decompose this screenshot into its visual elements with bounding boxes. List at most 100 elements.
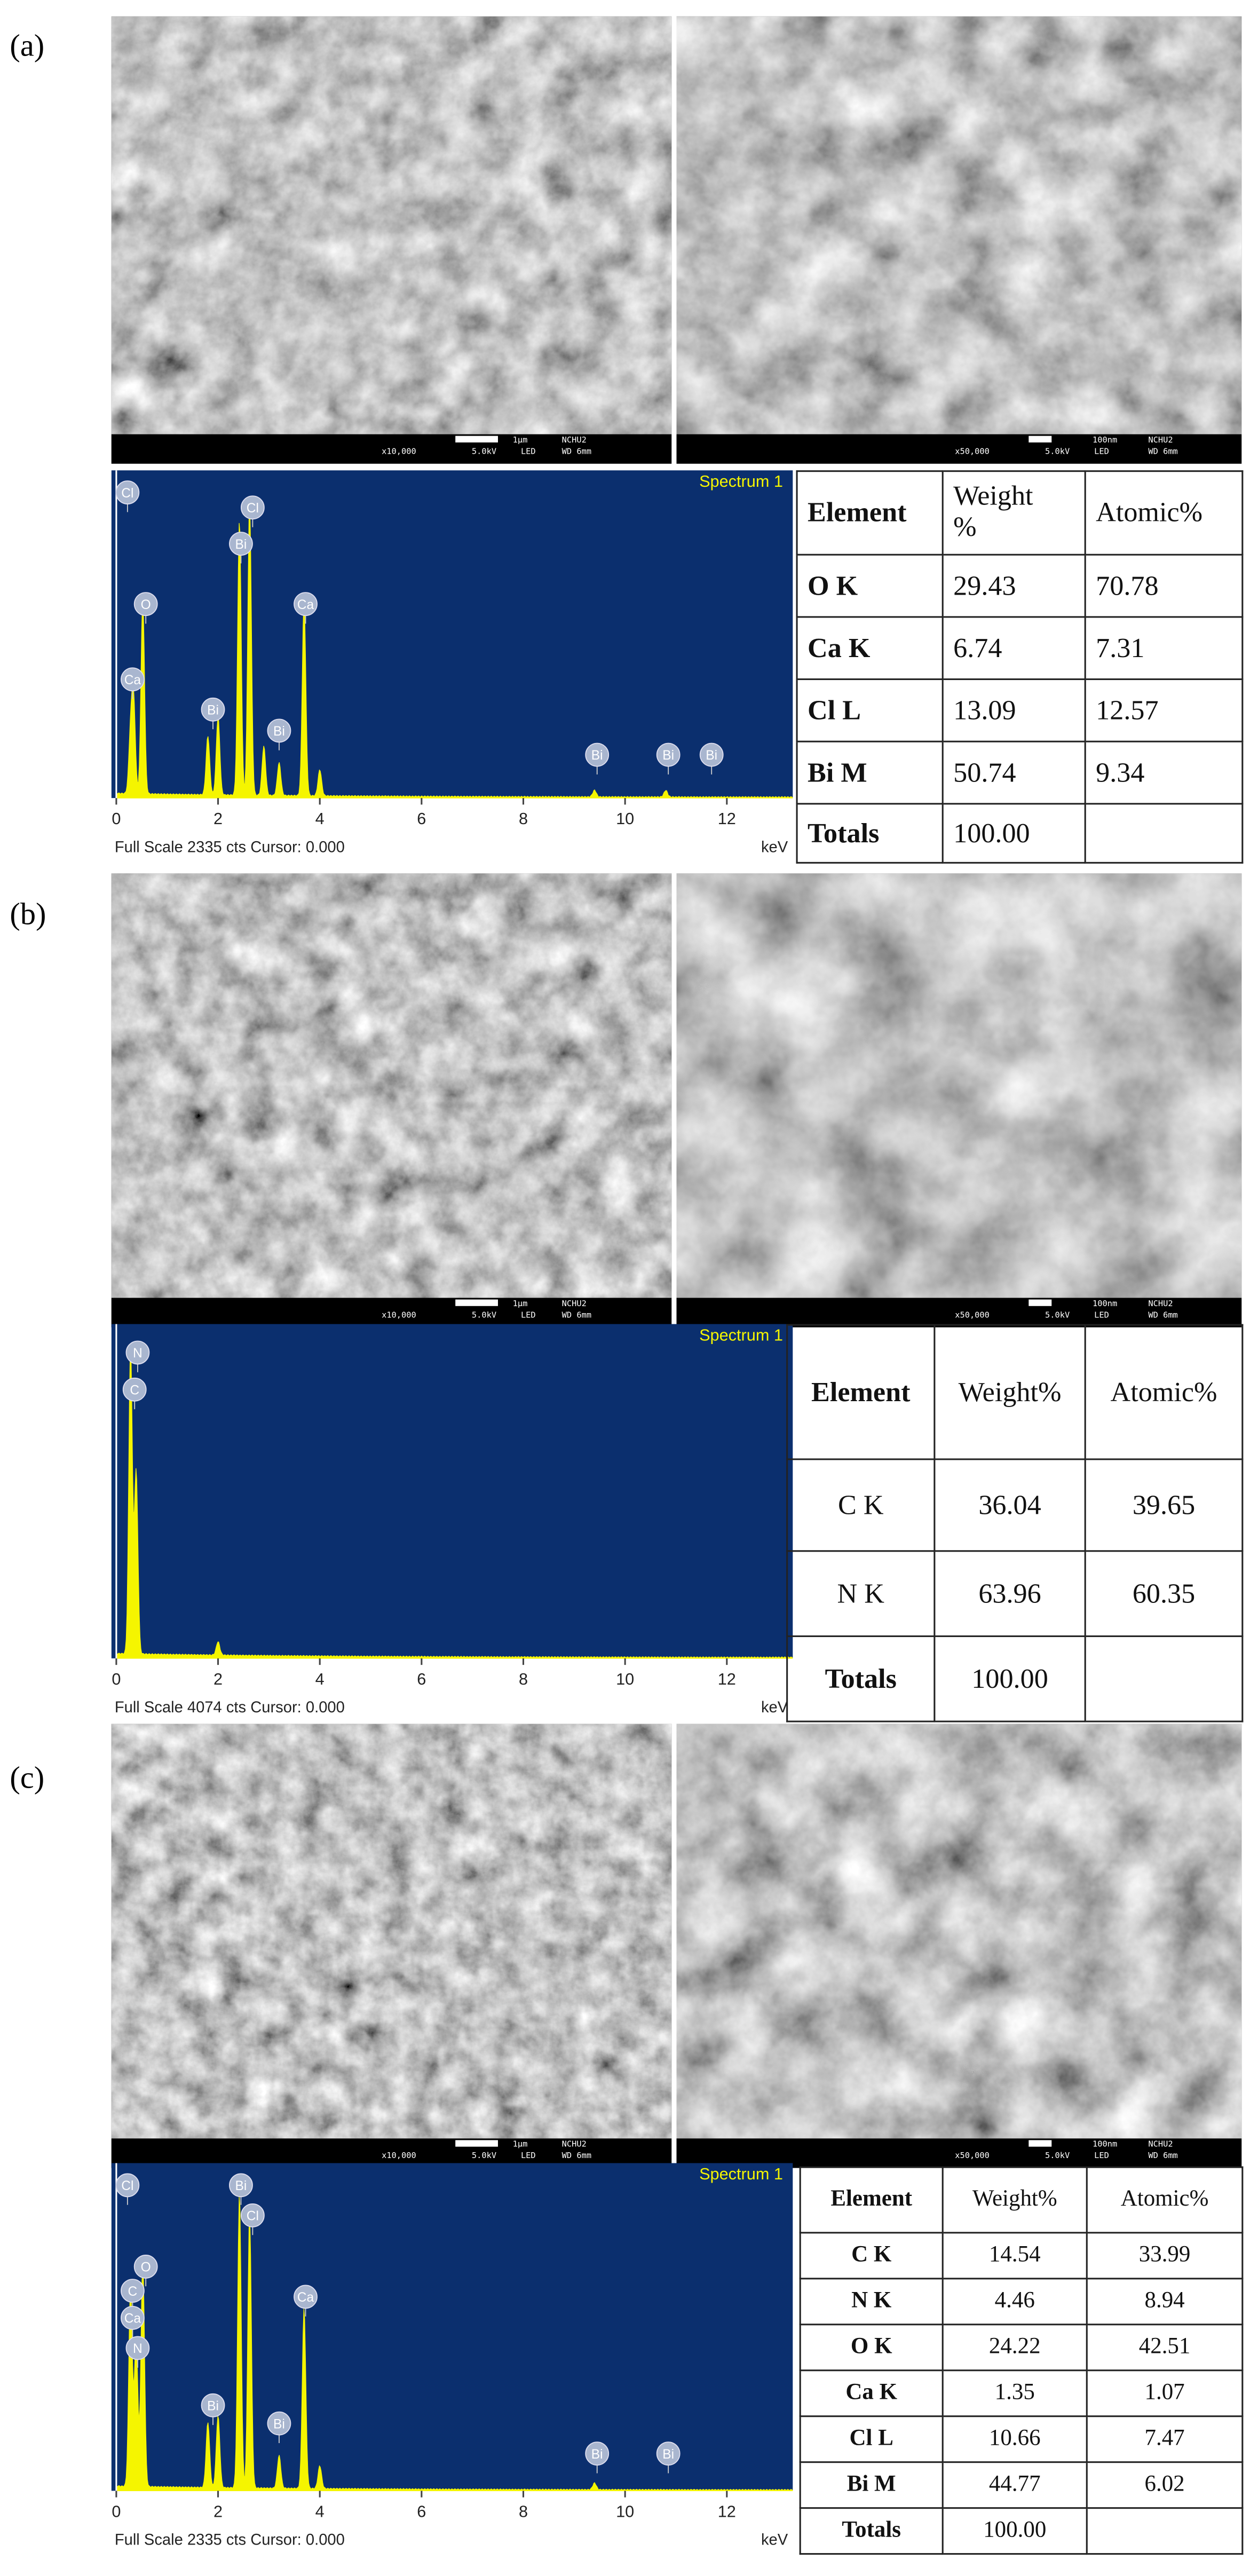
peak-label: Bi <box>706 748 717 763</box>
table-cell <box>1086 2507 1244 2555</box>
plot-background <box>111 1324 793 1658</box>
table-row: O K 29.43 70.78 <box>796 554 1244 618</box>
table-cell: 100.00 <box>941 2507 1088 2555</box>
table-cell: O K <box>796 554 944 618</box>
peak-marker <box>585 2441 610 2466</box>
table-cell: Atomic% <box>1084 1324 1244 1460</box>
cell-text: 13.09 <box>953 694 1016 725</box>
peak-marker <box>120 667 145 692</box>
info-bar: x10,000 5.0kV LED 1μm NCHU2 WD 6mm <box>111 434 672 464</box>
bar-text: 5.0kV <box>471 447 497 457</box>
table-cell: Weight % <box>941 470 1086 556</box>
x-unit: keV <box>761 839 788 856</box>
panel-label: (c) <box>10 1761 45 1796</box>
texture <box>676 1724 1242 2139</box>
cell-text: 6.02 <box>1144 2472 1185 2497</box>
bar-text: LED <box>1094 2151 1109 2162</box>
peak-label: Ca <box>297 598 314 612</box>
panel-label: (a) <box>10 29 45 64</box>
spectrum-trace <box>116 1347 793 1659</box>
cell-text: 24.22 <box>988 2334 1041 2359</box>
x-tick-label: 2 <box>213 1670 223 1688</box>
table-cell: Element <box>799 2166 944 2234</box>
table-cell: 29.43 <box>941 554 1086 618</box>
table-cell: 60.35 <box>1084 1550 1244 1637</box>
scale-bar <box>1028 1299 1052 1306</box>
peak-label: Bi <box>591 2447 603 2462</box>
peak-label: Cl <box>121 486 133 501</box>
cell-text: O K <box>850 2334 892 2359</box>
table-cell: Atomic% <box>1086 2166 1244 2234</box>
x-tick-label: 4 <box>315 1670 325 1688</box>
bar-text: WD 6mm <box>1148 1311 1178 1321</box>
x-tick-label: 2 <box>213 2502 223 2521</box>
table-cell: 14.54 <box>941 2232 1088 2280</box>
bar-text: x50,000 <box>955 2151 990 2162</box>
table-row: N K 63.96 60.35 <box>786 1550 1244 1637</box>
bar-text: NCHU2 <box>561 1299 587 1309</box>
table-cell: 63.96 <box>933 1550 1086 1637</box>
scale-bar <box>455 2140 498 2147</box>
cell-text: 1.35 <box>994 2380 1035 2405</box>
bar-text: LED <box>520 2151 536 2162</box>
peak-label: Bi <box>662 748 674 763</box>
cell-text: 33.99 <box>1138 2242 1191 2267</box>
table-row: Totals 100.00 <box>799 2507 1244 2555</box>
bar-text: x50,000 <box>955 447 990 457</box>
peak-marker <box>115 2173 140 2198</box>
peak-label: Bi <box>207 704 219 718</box>
table-cell: Weight% <box>941 2166 1088 2234</box>
table-cell: Bi M <box>796 740 944 805</box>
peak-marker <box>240 2203 265 2227</box>
cell-text: Totals <box>808 817 880 848</box>
cell-text: Cl L <box>849 2426 893 2451</box>
info-bar: x50,000 5.0kV LED 100nm NCHU2 WD 6mm <box>676 1298 1242 1327</box>
table-row: N K 4.46 8.94 <box>799 2278 1244 2326</box>
table-cell: 100.00 <box>933 1635 1086 1722</box>
spectrum-trace <box>116 2196 793 2492</box>
sem-image: x10,000 5.0kV LED 1μm NCHU2 WD 6mm <box>111 873 672 1327</box>
bar-text: LED <box>1094 1311 1109 1321</box>
panel-label: (b) <box>10 898 46 933</box>
table-cell: 100.00 <box>941 803 1086 864</box>
table-cell <box>1084 1635 1244 1722</box>
bar-text: WD 6mm <box>561 2151 592 2162</box>
table-cell <box>1084 803 1244 864</box>
cell-text: 7.31 <box>1096 631 1145 663</box>
table-cell: Bi M <box>799 2461 944 2509</box>
element-table: Element Weight% Atomic% C K 14.54 33.99 N K 4.4… <box>799 2166 1244 2555</box>
spectrum-footer: Full Scale 2335 cts Cursor: 0.000 <box>115 2532 345 2549</box>
peak-label: N <box>133 1346 143 1361</box>
cell-text: Atomic% <box>1120 2186 1209 2211</box>
peak-marker <box>585 742 610 767</box>
bar-text: WD 6mm <box>561 447 592 457</box>
cell-text: 100.00 <box>983 2518 1047 2543</box>
cell-text: C K <box>837 1489 884 1520</box>
table-cell: Atomic% <box>1084 470 1244 556</box>
table-row: Ca K 1.35 1.07 <box>799 2369 1244 2417</box>
cell-text: N K <box>851 2288 892 2313</box>
scale-bar <box>455 1299 498 1306</box>
peak-marker <box>267 718 291 743</box>
bar-text: 5.0kV <box>471 2151 497 2162</box>
cell-text: Totals <box>842 2518 901 2543</box>
table-row: Totals 100.00 <box>796 803 1244 864</box>
table-row: Bi M 44.77 6.02 <box>799 2461 1244 2509</box>
info-bar: x50,000 5.0kV LED 100nm NCHU2 WD 6mm <box>676 2138 1242 2168</box>
bar-text: 100nm <box>1093 436 1118 446</box>
cell-text: 36.04 <box>978 1489 1041 1520</box>
cell-text: 100.00 <box>953 817 1030 848</box>
bar-text: 100nm <box>1093 1299 1118 1309</box>
table-cell: 42.51 <box>1086 2324 1244 2372</box>
peak-marker <box>229 532 253 556</box>
x-tick-label: 0 <box>112 2502 121 2521</box>
x-tick-label: 0 <box>112 1670 121 1688</box>
x-tick-label: 10 <box>616 1670 634 1688</box>
info-bar: x10,000 5.0kV LED 1μm NCHU2 WD 6mm <box>111 1298 672 1327</box>
table-cell: Ca K <box>796 616 944 681</box>
cell-text: Bi M <box>846 2472 896 2497</box>
peak-marker <box>125 1340 150 1365</box>
table-cell: 39.65 <box>1084 1458 1244 1552</box>
info-bar: x10,000 5.0kV LED 1μm NCHU2 WD 6mm <box>111 2138 672 2168</box>
